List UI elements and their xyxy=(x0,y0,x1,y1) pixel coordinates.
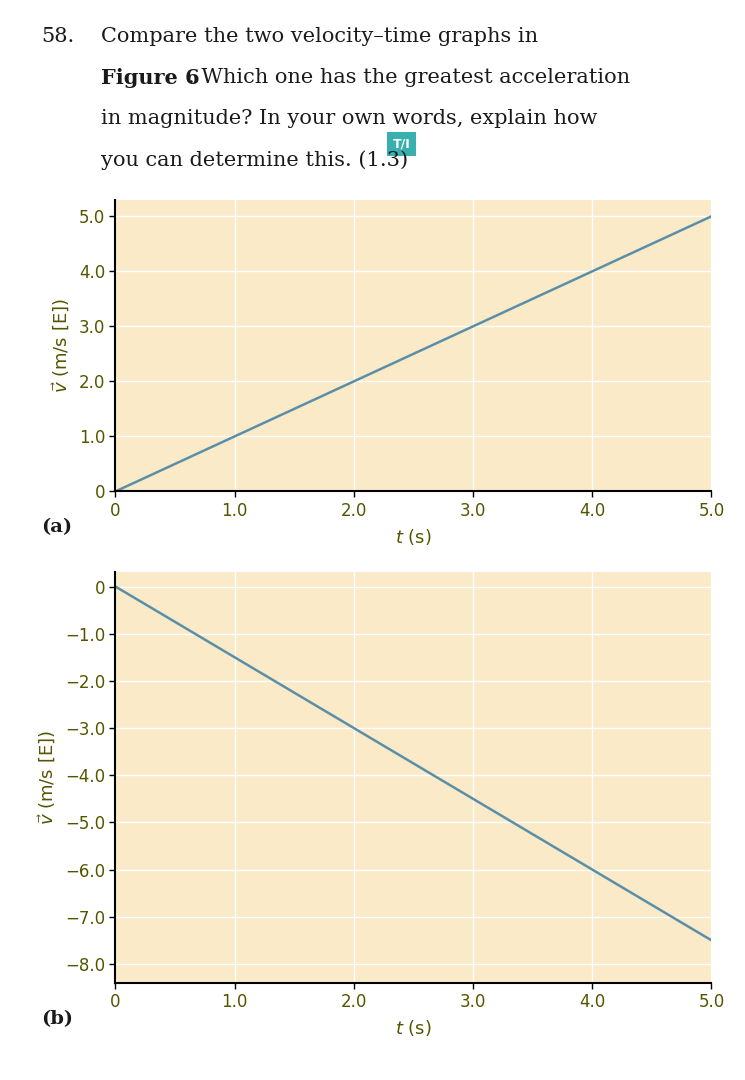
X-axis label: $t$ (s): $t$ (s) xyxy=(395,1018,432,1038)
Text: Figure 6: Figure 6 xyxy=(101,68,199,89)
Y-axis label: $\vec{v}$ (m/s [E]): $\vec{v}$ (m/s [E]) xyxy=(37,730,58,825)
X-axis label: $t$ (s): $t$ (s) xyxy=(395,527,432,546)
Text: (b): (b) xyxy=(41,1010,73,1028)
Text: Compare the two velocity–time graphs in: Compare the two velocity–time graphs in xyxy=(101,27,538,46)
Text: in magnitude? In your own words, explain how: in magnitude? In your own words, explain… xyxy=(101,109,597,129)
Text: (a): (a) xyxy=(41,518,72,537)
Text: . Which one has the greatest acceleration: . Which one has the greatest acceleratio… xyxy=(188,68,630,87)
Text: T/I: T/I xyxy=(393,137,410,150)
Text: you can determine this. (1.3): you can determine this. (1.3) xyxy=(101,150,408,170)
Y-axis label: $\vec{v}$ (m/s [E]): $\vec{v}$ (m/s [E]) xyxy=(51,298,72,393)
Text: 58.: 58. xyxy=(41,27,74,46)
